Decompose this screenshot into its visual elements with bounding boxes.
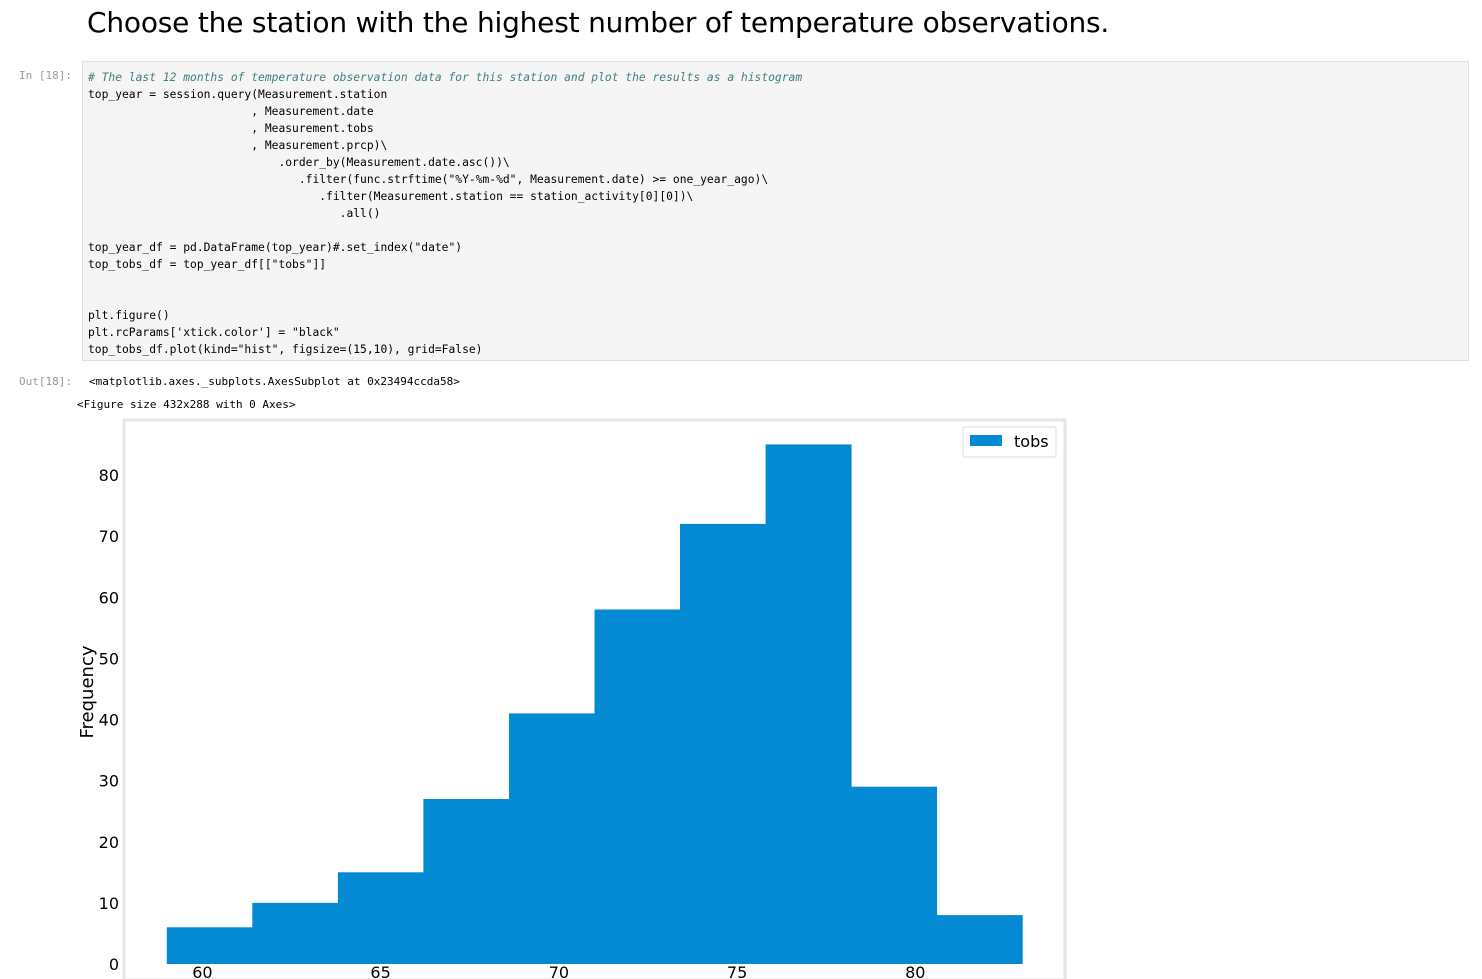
histogram-bar	[680, 523, 766, 964]
code-comment: # The last 12 months of temperature obse…	[88, 71, 803, 84]
section-heading: Choose the station with the highest numb…	[87, 6, 1110, 39]
code-line: plt.rcParams['xtick.color'] = "black"	[88, 326, 340, 339]
x-tick-label: 65	[370, 963, 390, 979]
y-tick-label: 20	[99, 833, 119, 852]
histogram-bar	[765, 444, 852, 964]
output-figure-size: <Figure size 432x288 with 0 Axes>	[77, 398, 296, 411]
x-tick-label: 75	[727, 963, 747, 979]
code-editor[interactable]: # The last 12 months of temperature obse…	[88, 69, 802, 358]
y-tick-label: 60	[99, 588, 119, 607]
y-tick-label: 80	[99, 466, 119, 485]
histogram-bar	[166, 927, 253, 964]
legend-box	[962, 426, 1057, 458]
y-axis-label: Frequency	[77, 645, 98, 738]
code-line: .order_by(Measurement.date.asc())\	[278, 156, 510, 169]
x-tick-labels: 60 65 70 75 80	[192, 963, 925, 979]
x-tick-label: 70	[549, 963, 569, 979]
y-tick-label: 50	[99, 649, 119, 668]
code-line: .all()	[339, 207, 381, 220]
histogram-chart: 0 10 20 30 40 50 60 70 80 60 65 70 75 80 Frequency t…	[77, 418, 1067, 979]
histogram-bar	[252, 902, 339, 964]
x-tick-label: 80	[905, 963, 925, 979]
legend: tobs	[962, 426, 1057, 458]
histogram-bar	[594, 609, 681, 964]
code-line: top_tobs_df = top_year_df[["tobs"]]	[88, 258, 327, 271]
code-line: , Measurement.date	[251, 105, 374, 118]
code-line: plt.figure()	[88, 309, 170, 322]
output-repr: <matplotlib.axes._subplots.AxesSubplot a…	[89, 375, 460, 388]
histogram-bar	[509, 713, 595, 964]
code-line: .filter(func.strftime("%Y-%m-%d", Measur…	[298, 173, 769, 186]
code-line: top_year_df = pd.DataFrame(top_year)#.se…	[88, 241, 463, 254]
code-cell[interactable]: # The last 12 months of temperature obse…	[82, 61, 1469, 361]
code-line: .filter(Measurement.station == station_a…	[319, 190, 694, 203]
histogram-bar	[851, 786, 938, 964]
y-tick-label: 40	[99, 711, 119, 730]
axes-frame	[122, 418, 1067, 979]
code-line: top_year = session.query(Measurement.sta…	[88, 88, 388, 101]
bars-group	[166, 444, 1023, 964]
code-line: top_tobs_df.plot(kind="hist", figsize=(1…	[88, 343, 483, 356]
histogram-bar	[936, 915, 1023, 964]
x-tick-label: 60	[192, 963, 212, 979]
y-tick-labels: 0 10 20 30 40 50 60 70 80	[99, 466, 119, 974]
y-tick-label: 30	[99, 772, 119, 791]
legend-label: tobs	[1014, 432, 1049, 451]
histogram-bar	[337, 872, 424, 964]
legend-swatch	[970, 435, 1002, 446]
code-line: , Measurement.prcp)\	[251, 139, 388, 152]
output-prompt: Out[18]:	[19, 375, 72, 388]
y-tick-label: 70	[99, 527, 119, 546]
histogram-bar	[423, 799, 510, 964]
code-line: , Measurement.tobs	[251, 122, 374, 135]
input-prompt: In [18]:	[19, 69, 72, 82]
y-tick-label: 10	[99, 894, 119, 913]
y-tick-label: 0	[109, 955, 119, 974]
